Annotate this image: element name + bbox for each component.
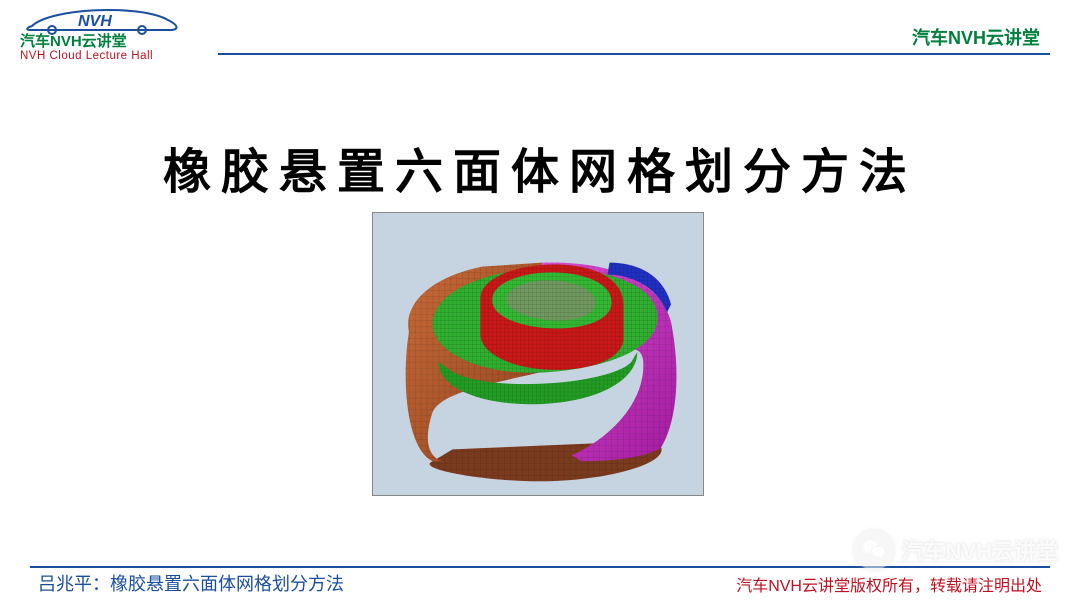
logo-text-cn: 汽车NVH云讲堂: [20, 32, 127, 50]
brand-logo: NVH 汽车NVH云讲堂 NVH Cloud Lecture Hall: [20, 6, 216, 65]
footer-author: 吕兆平：橡胶悬置六面体网格划分方法: [38, 570, 344, 596]
footer-copyright: 汽车NVH云讲堂版权所有，转载请注明出处: [736, 572, 1042, 596]
watermark: 汽车NVH云讲堂: [854, 530, 1058, 570]
header-brand-right: 汽车NVH云讲堂: [912, 24, 1040, 50]
car-outline-icon: NVH: [27, 10, 176, 34]
logo-badge-text: NVH: [78, 13, 112, 30]
mesh-model-svg: [373, 213, 703, 495]
watermark-text: 汽车NVH云讲堂: [902, 534, 1058, 566]
slide-header: NVH 汽车NVH云讲堂 NVH Cloud Lecture Hall 汽车NV…: [0, 0, 1080, 66]
footer-divider: [30, 566, 1050, 568]
slide-title: 橡胶悬置六面体网格划分方法: [0, 132, 1080, 202]
header-divider: [218, 53, 1050, 55]
wechat-icon: [854, 530, 894, 570]
logo-text-en: NVH Cloud Lecture Hall: [20, 50, 153, 60]
mesh-figure: [372, 212, 704, 496]
